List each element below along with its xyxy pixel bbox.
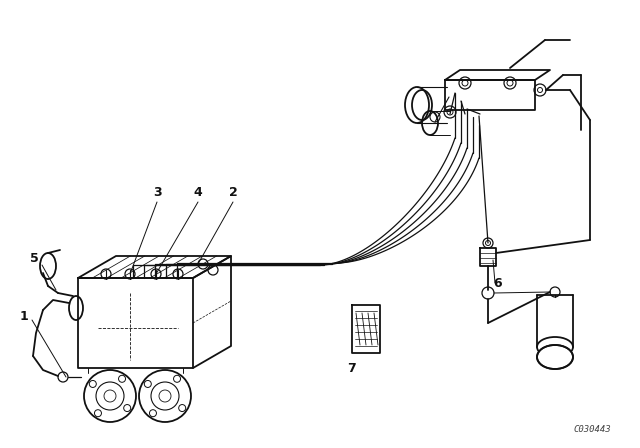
Text: 5: 5	[29, 252, 38, 265]
Text: 2: 2	[228, 186, 237, 199]
Text: 4: 4	[194, 186, 202, 199]
Text: 6: 6	[493, 277, 502, 290]
Text: 7: 7	[348, 362, 356, 375]
Text: C030443: C030443	[574, 425, 612, 434]
Ellipse shape	[537, 345, 573, 369]
Text: 3: 3	[153, 186, 161, 199]
Text: 1: 1	[20, 310, 28, 323]
